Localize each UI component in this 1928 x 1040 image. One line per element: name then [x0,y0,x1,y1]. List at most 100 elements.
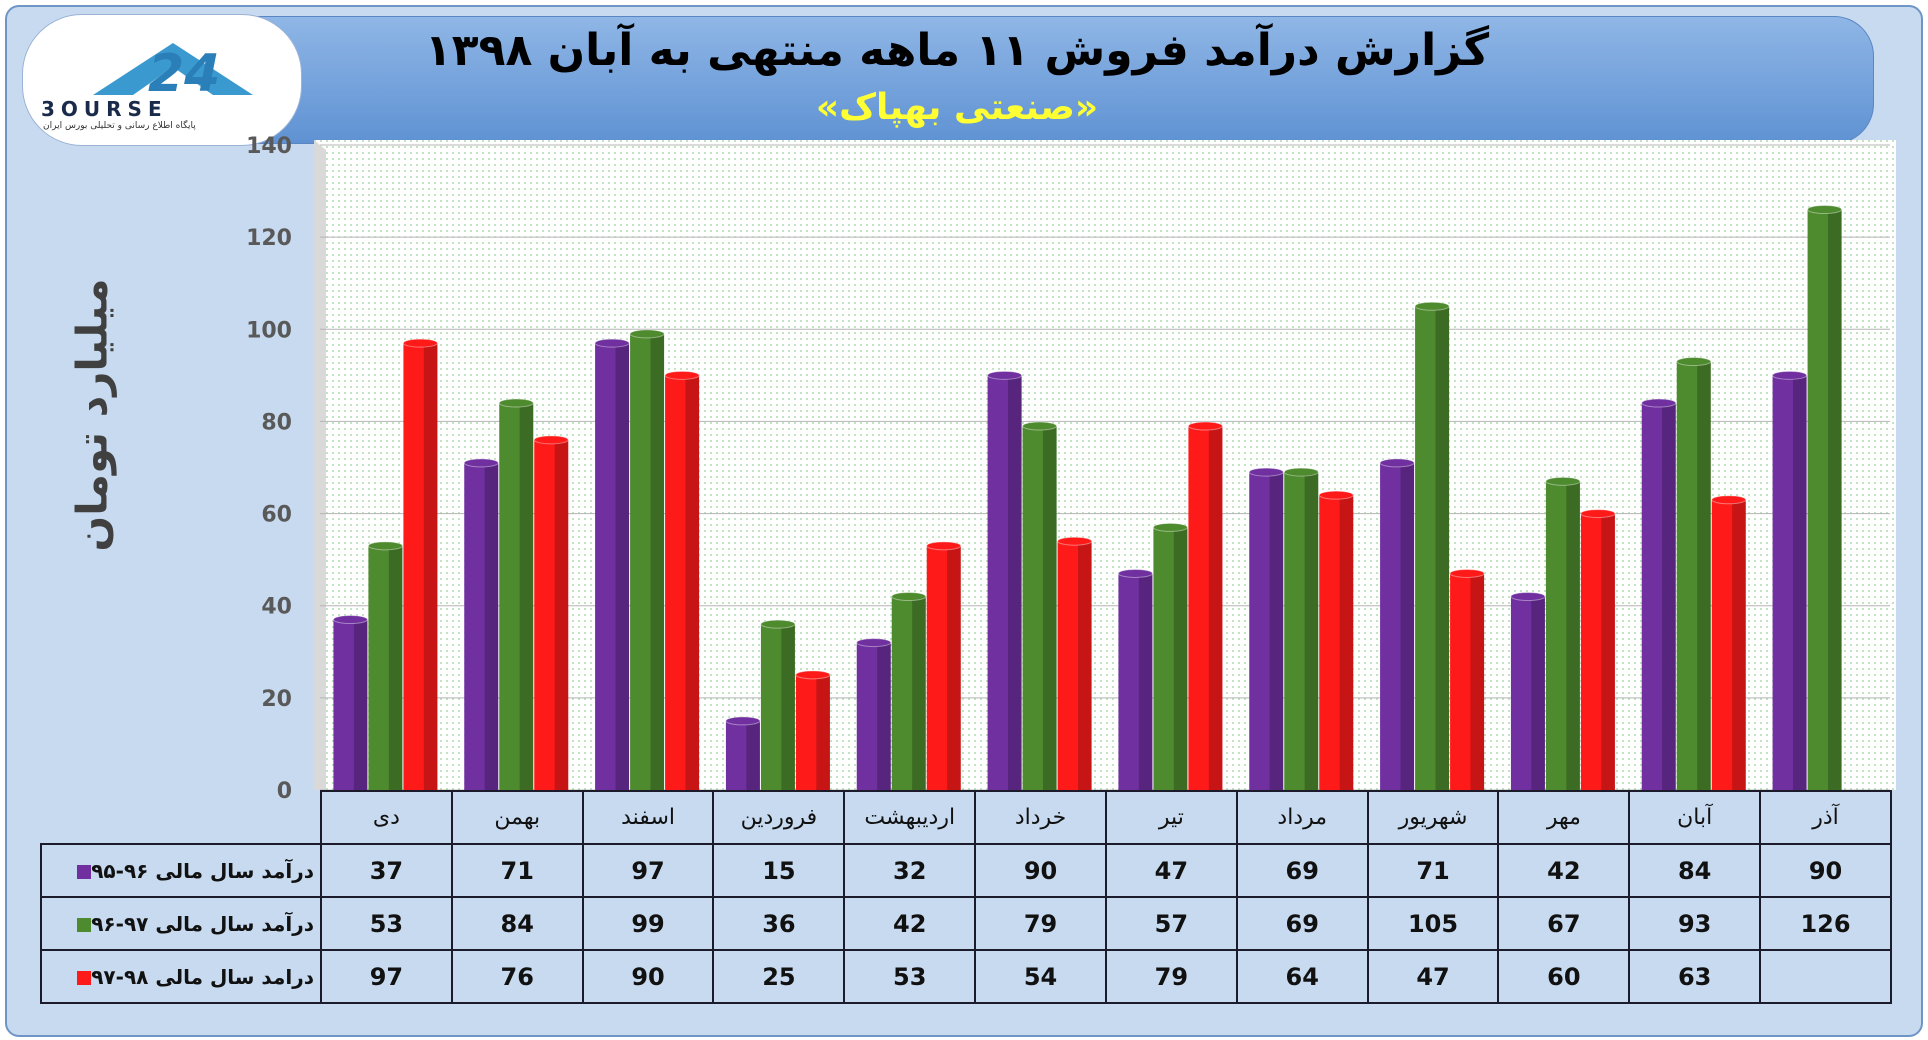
x-tick-label: خرداد [974,790,1107,845]
data-label: 79 [1104,949,1238,1004]
data-label: 53 [843,949,977,1004]
bar [1450,573,1485,790]
bar-top [1772,370,1808,380]
bar [1118,573,1153,790]
data-label: 99 [581,896,715,951]
bar [1676,361,1711,790]
bar-shade [1007,375,1022,790]
bar [1319,495,1354,790]
bar-shade [746,720,760,790]
bar [795,674,830,790]
data-label: 37 [320,843,453,898]
bar [1249,472,1284,790]
bar [1057,541,1092,790]
bar-shade [484,462,499,790]
x-tick-label: تیر [1104,790,1238,845]
data-label: 69 [1235,843,1369,898]
bar-shade [877,642,891,790]
legend-entry: درامد سال مالی ۹۸-۹۷ [40,949,322,1004]
x-tick-label: شهریور [1366,790,1500,845]
bar-shade [1400,462,1415,790]
y-tick-label: 140 [246,134,292,159]
svg-text:24: 24 [148,44,220,104]
logo-tagline: پایگاه اطلاع رسانی و تحلیلی بورس ایران [43,121,196,131]
bar-shade [423,343,438,790]
bar [1510,596,1545,790]
data-label: 53 [320,896,453,951]
x-tick-label: آذر [1759,790,1892,845]
bar-top [926,541,962,551]
bar-shade [1827,209,1842,790]
bar-shade [1208,426,1223,790]
bar-top [1580,509,1616,519]
bar-top [1641,398,1677,408]
bars [332,205,1843,790]
data-label: 93 [1628,896,1762,951]
bar-shade [912,596,926,790]
bar [1153,527,1188,790]
bar-top [664,370,700,380]
series-name: درامد سال مالی ۹۸-۹۷ [91,964,314,989]
bar-shade [1792,375,1807,790]
bar-shade [1339,495,1354,790]
bar [987,375,1022,790]
bar-top [629,329,665,339]
data-label: 84 [450,896,584,951]
bar-top [1676,357,1712,367]
bar [1772,375,1807,790]
bar-top [760,619,796,629]
bar-top [1283,467,1319,477]
bar-top [1152,522,1188,532]
legend-swatch [77,865,92,879]
bar [1022,426,1057,790]
table-corner [41,791,322,845]
bar-shade [1531,596,1545,790]
bar-top [856,638,892,648]
data-label: 76 [450,949,584,1004]
bar-top [1057,536,1093,546]
bar [1711,499,1746,790]
bar-shade [1173,527,1188,790]
data-label: 97 [581,843,715,898]
bar-shade [1304,472,1319,790]
bar-top [367,541,403,551]
bar-shade [519,403,534,790]
bar [1580,513,1615,790]
y-tick-label: 120 [246,226,292,251]
bar [595,343,630,790]
bar-top [1117,568,1153,578]
bar [1284,472,1319,790]
bar [1807,209,1842,790]
logo-wordmark: 3OURSE [41,97,168,121]
bar [1641,403,1676,790]
y-tick-label: 20 [261,687,292,712]
data-label: 90 [974,843,1107,898]
data-label: 84 [1628,843,1762,898]
data-label: 64 [1235,949,1369,1004]
y-tick-label: 100 [246,318,292,343]
bar-top [795,670,831,680]
data-label: 42 [1497,843,1631,898]
data-label [1759,949,1892,1004]
data-label: 71 [1366,843,1500,898]
gridlines [320,144,1890,791]
plot-side-wall [314,140,326,790]
data-label: 63 [1628,949,1762,1004]
data-label: 42 [843,896,977,951]
bar-top [1248,467,1284,477]
bar [665,375,700,790]
x-tick-label: مهر [1497,790,1631,845]
bar-shade [615,343,630,790]
data-label: 71 [450,843,584,898]
data-label: 126 [1759,896,1892,951]
bar [856,642,891,790]
legend-entry: درآمد سال مالی ۹۷-۹۶ [40,896,322,951]
bar-shade [947,545,961,790]
data-label: 47 [1104,843,1238,898]
plot-area [314,140,1896,790]
plot-background [314,140,1896,790]
bar-shade [1601,513,1615,790]
bar-top [1711,495,1747,505]
table-row: درآمد سال مالی ۹۷-۹۶ 53 84 99 36 42 79 57 69 105 6… [40,896,1892,951]
